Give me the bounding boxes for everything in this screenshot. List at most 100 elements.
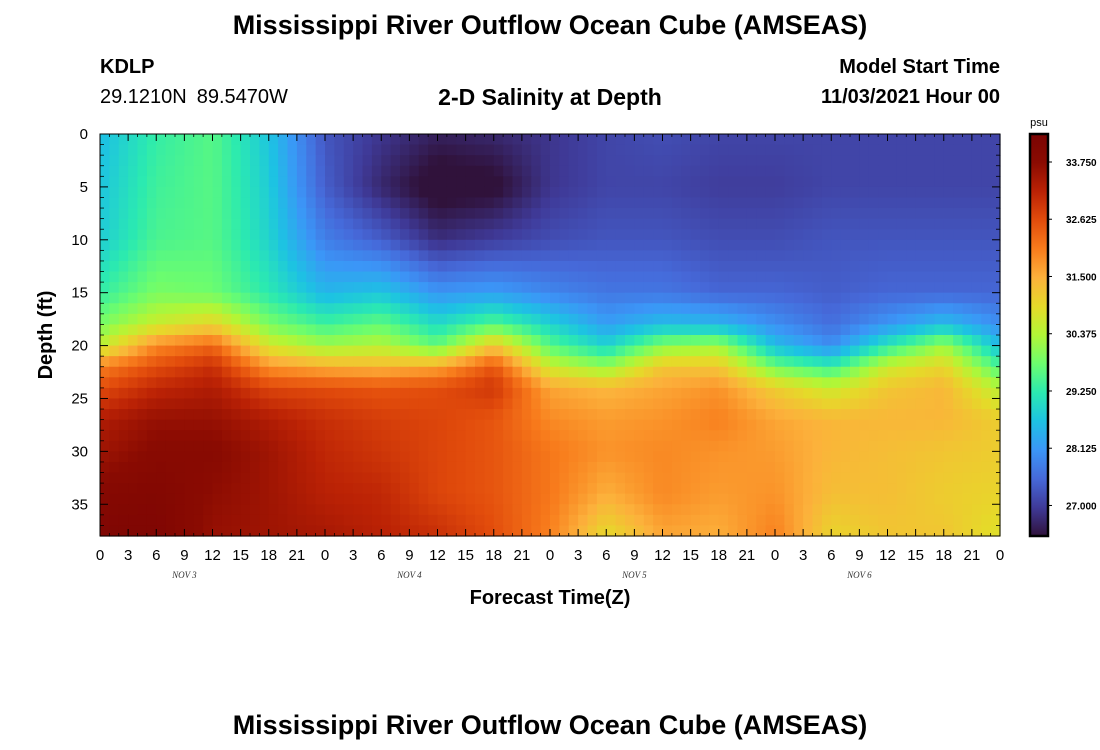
heatmap-cell — [578, 335, 589, 347]
heatmap-cell — [343, 398, 354, 410]
heatmap-cell — [934, 176, 945, 188]
heatmap-cell — [981, 345, 992, 357]
heatmap-cell — [428, 419, 439, 431]
heatmap-cell — [418, 165, 429, 177]
heatmap-cell — [325, 356, 335, 368]
heatmap-cell — [775, 197, 785, 209]
heatmap-cell — [868, 377, 879, 389]
heatmap-cell — [559, 335, 570, 347]
heatmap-cell — [353, 409, 364, 421]
heatmap-cell — [296, 398, 307, 410]
heatmap-cell — [146, 419, 157, 431]
heatmap-cell — [287, 356, 298, 368]
heatmap-cell — [437, 430, 448, 442]
heatmap-cell — [325, 250, 335, 262]
heatmap-cell — [775, 451, 785, 463]
heatmap-cell — [146, 155, 157, 167]
heatmap-cell — [334, 239, 345, 251]
heatmap-cell — [953, 387, 964, 400]
heatmap-cell — [146, 250, 157, 262]
heatmap-cell — [100, 218, 110, 230]
heatmap-cell — [821, 398, 832, 410]
heatmap-cell — [165, 155, 176, 167]
heatmap-cell — [428, 134, 439, 146]
heatmap-cell — [606, 493, 617, 505]
heatmap-cell — [100, 419, 110, 431]
heatmap-cell — [831, 493, 842, 505]
heatmap-cell — [606, 451, 617, 463]
heatmap-cell — [671, 176, 682, 188]
heatmap-cell — [615, 155, 626, 167]
heatmap-cell — [831, 218, 842, 230]
heatmap-cell — [709, 440, 720, 452]
heatmap-cell — [371, 472, 382, 484]
heatmap-cell — [212, 430, 223, 442]
heatmap-cell — [971, 165, 982, 177]
heatmap-cell — [306, 451, 317, 463]
heatmap-cell — [681, 472, 692, 484]
heatmap-cell — [306, 525, 317, 537]
heatmap-cell — [878, 461, 889, 474]
x-tick-label: 12 — [429, 547, 446, 564]
heatmap-cell — [793, 218, 804, 230]
heatmap-cell — [559, 366, 570, 378]
heatmap-cell — [390, 377, 401, 389]
heatmap-cell — [137, 165, 148, 177]
heatmap-cell — [700, 165, 710, 177]
heatmap-cell — [718, 250, 729, 262]
heatmap-cell — [953, 313, 964, 326]
heatmap-cell — [746, 313, 757, 326]
heatmap-cell — [493, 271, 504, 283]
heatmap-cell — [971, 218, 982, 230]
heatmap-cell — [231, 387, 242, 400]
heatmap-cell — [962, 514, 973, 527]
heatmap-cell — [203, 366, 214, 378]
heatmap-cell — [634, 493, 645, 505]
heatmap-cell — [278, 472, 289, 484]
heatmap-cell — [737, 461, 748, 474]
heatmap-cell — [100, 483, 110, 495]
heatmap-cell — [334, 504, 345, 516]
heatmap-cell — [475, 377, 485, 389]
heatmap-cell — [278, 398, 289, 410]
heatmap-cell — [306, 493, 317, 505]
heatmap-cell — [193, 366, 204, 378]
heatmap-cell — [362, 472, 373, 484]
heatmap-cell — [746, 440, 757, 452]
heatmap-cell — [315, 313, 326, 326]
heatmap-cell — [859, 483, 870, 495]
heatmap-cell — [737, 493, 748, 505]
heatmap-cell — [643, 218, 654, 230]
heatmap-cell — [409, 461, 420, 474]
heatmap-cell — [606, 155, 617, 167]
heatmap-cell — [709, 335, 720, 347]
heatmap-cell — [493, 483, 504, 495]
heatmap-cell — [634, 134, 645, 146]
heatmap-cell — [625, 134, 635, 146]
heatmap-cell — [943, 208, 954, 220]
heatmap-cell — [296, 218, 307, 230]
heatmap-cell — [737, 303, 748, 315]
heatmap-cell — [737, 134, 748, 146]
heatmap-cell — [653, 239, 664, 251]
heatmap-cell — [662, 461, 673, 474]
heatmap-cell — [296, 176, 307, 188]
heatmap-cell — [446, 303, 457, 315]
heatmap-cell — [231, 398, 242, 410]
heatmap-cell — [100, 461, 110, 474]
heatmap-cell — [334, 313, 345, 326]
heatmap-cell — [831, 387, 842, 400]
heatmap-cell — [615, 504, 626, 516]
heatmap-cell — [531, 398, 542, 410]
heatmap-cell — [353, 451, 364, 463]
heatmap-cell — [812, 335, 823, 347]
heatmap-cell — [728, 525, 739, 537]
heatmap-cell — [475, 134, 485, 146]
heatmap-cell — [203, 461, 214, 474]
heatmap-cell — [793, 292, 804, 304]
heatmap-cell — [775, 472, 785, 484]
heatmap-cell — [306, 260, 317, 273]
heatmap-cell — [250, 218, 260, 230]
heatmap-cell — [259, 356, 270, 368]
heatmap-cell — [803, 303, 814, 315]
